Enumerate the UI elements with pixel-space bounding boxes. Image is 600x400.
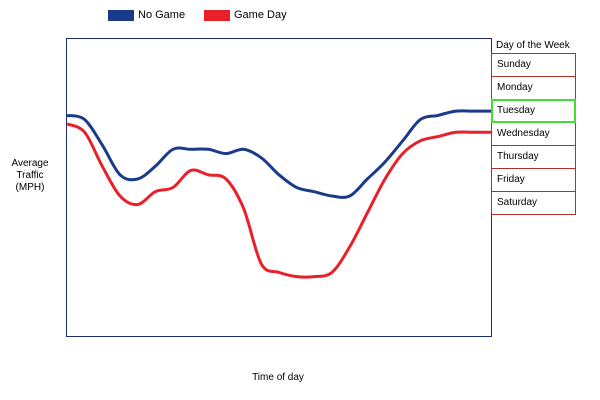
series-line-game-day	[66, 122, 491, 279]
legend-label-no-game: No Game	[138, 9, 186, 21]
y-axis-label-line-1: Average	[11, 158, 49, 169]
day-option-tuesday[interactable]: Tuesday	[491, 99, 576, 123]
day-option-wednesday[interactable]: Wednesday	[491, 122, 576, 146]
x-axis-label: Time of day	[252, 372, 304, 383]
day-option-friday[interactable]: Friday	[491, 168, 576, 192]
plot-area	[66, 38, 492, 337]
day-selector: Sunday Monday Tuesday Wednesday Thursday…	[491, 53, 576, 215]
y-axis-label: Average Traffic (MPH)	[6, 158, 54, 194]
legend-swatch-game-day	[204, 9, 230, 21]
series-layer	[66, 109, 491, 279]
y-axis-label-line-2: Traffic	[16, 170, 44, 181]
day-option-thursday[interactable]: Thursday	[491, 145, 576, 169]
day-option-monday[interactable]: Monday	[491, 76, 576, 100]
day-selector-title: Day of the Week	[496, 40, 570, 51]
legend-swatch-no-game	[108, 9, 134, 21]
series-line-no-game	[66, 109, 491, 199]
day-option-sunday[interactable]: Sunday	[491, 53, 576, 77]
legend-label-game-day: Game Day	[234, 9, 287, 21]
legend-item-game-day: Game Day	[204, 9, 287, 21]
day-option-saturday[interactable]: Saturday	[491, 191, 576, 215]
y-axis-label-line-3: (MPH)	[15, 182, 45, 193]
legend-item-no-game: No Game	[108, 9, 185, 21]
